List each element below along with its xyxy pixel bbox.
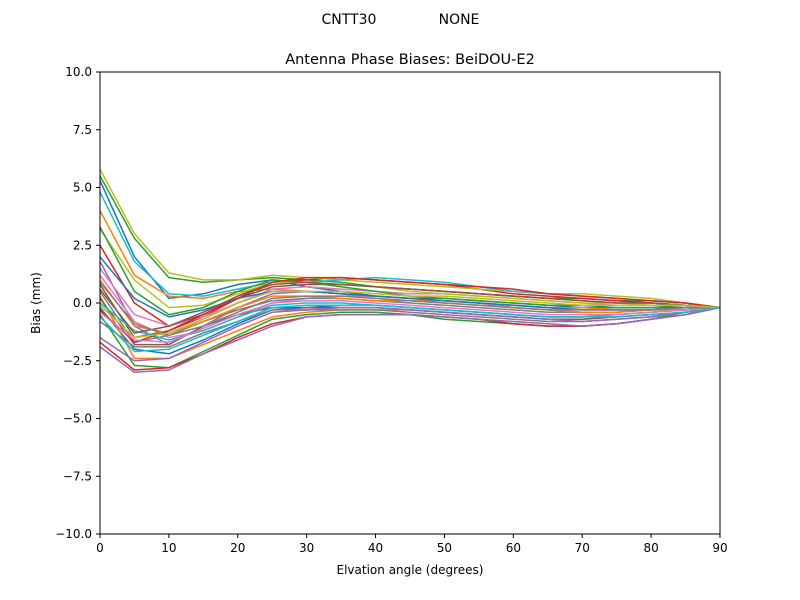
y-axis: −10.0 −7.5 −5.0 −2.5 0.0 2.5 5.0 7.5 10.0 — [55, 65, 100, 541]
x-tick-label: 30 — [299, 541, 314, 555]
series-line-24 — [99, 276, 721, 344]
y-tick-label: 0.0 — [73, 296, 92, 310]
y-tick-label: −2.5 — [63, 354, 92, 368]
x-tick-label: 90 — [712, 541, 727, 555]
y-tick-label: 10.0 — [65, 65, 92, 79]
x-axis: 0 10 20 30 40 50 60 70 80 90 — [96, 534, 728, 555]
series-line-30 — [99, 304, 721, 353]
x-tick-label: 60 — [506, 541, 521, 555]
y-axis-label: Bias (mm) — [29, 272, 43, 334]
series-line-28 — [99, 281, 720, 337]
series-line-25 — [99, 306, 721, 362]
x-axis-label: Elvation angle (degrees) — [337, 563, 484, 577]
x-tick-label: 10 — [161, 541, 176, 555]
y-tick-label: 2.5 — [73, 238, 92, 252]
series-layer — [99, 168, 721, 374]
y-tick-label: 5.0 — [73, 181, 92, 195]
x-tick-label: 40 — [368, 541, 383, 555]
x-tick-label: 0 — [96, 541, 104, 555]
suptitle-right: NONE — [439, 12, 480, 28]
series-line-15 — [99, 306, 721, 374]
chart-title: Antenna Phase Biases: BeiDOU-E2 — [285, 52, 535, 68]
x-tick-label: 70 — [575, 541, 590, 555]
y-tick-label: −7.5 — [63, 469, 92, 483]
series-line-26 — [99, 281, 721, 334]
series-line-27 — [99, 299, 721, 344]
series-line-9 — [99, 168, 721, 309]
y-tick-label: 7.5 — [73, 123, 92, 137]
series-line-29 — [99, 290, 721, 339]
x-tick-label: 50 — [437, 541, 452, 555]
y-tick-label: −5.0 — [63, 412, 92, 426]
y-tick-label: −10.0 — [55, 527, 92, 541]
x-tick-label: 20 — [230, 541, 245, 555]
suptitle-left: CNTT30 — [322, 12, 377, 28]
x-tick-label: 80 — [643, 541, 658, 555]
